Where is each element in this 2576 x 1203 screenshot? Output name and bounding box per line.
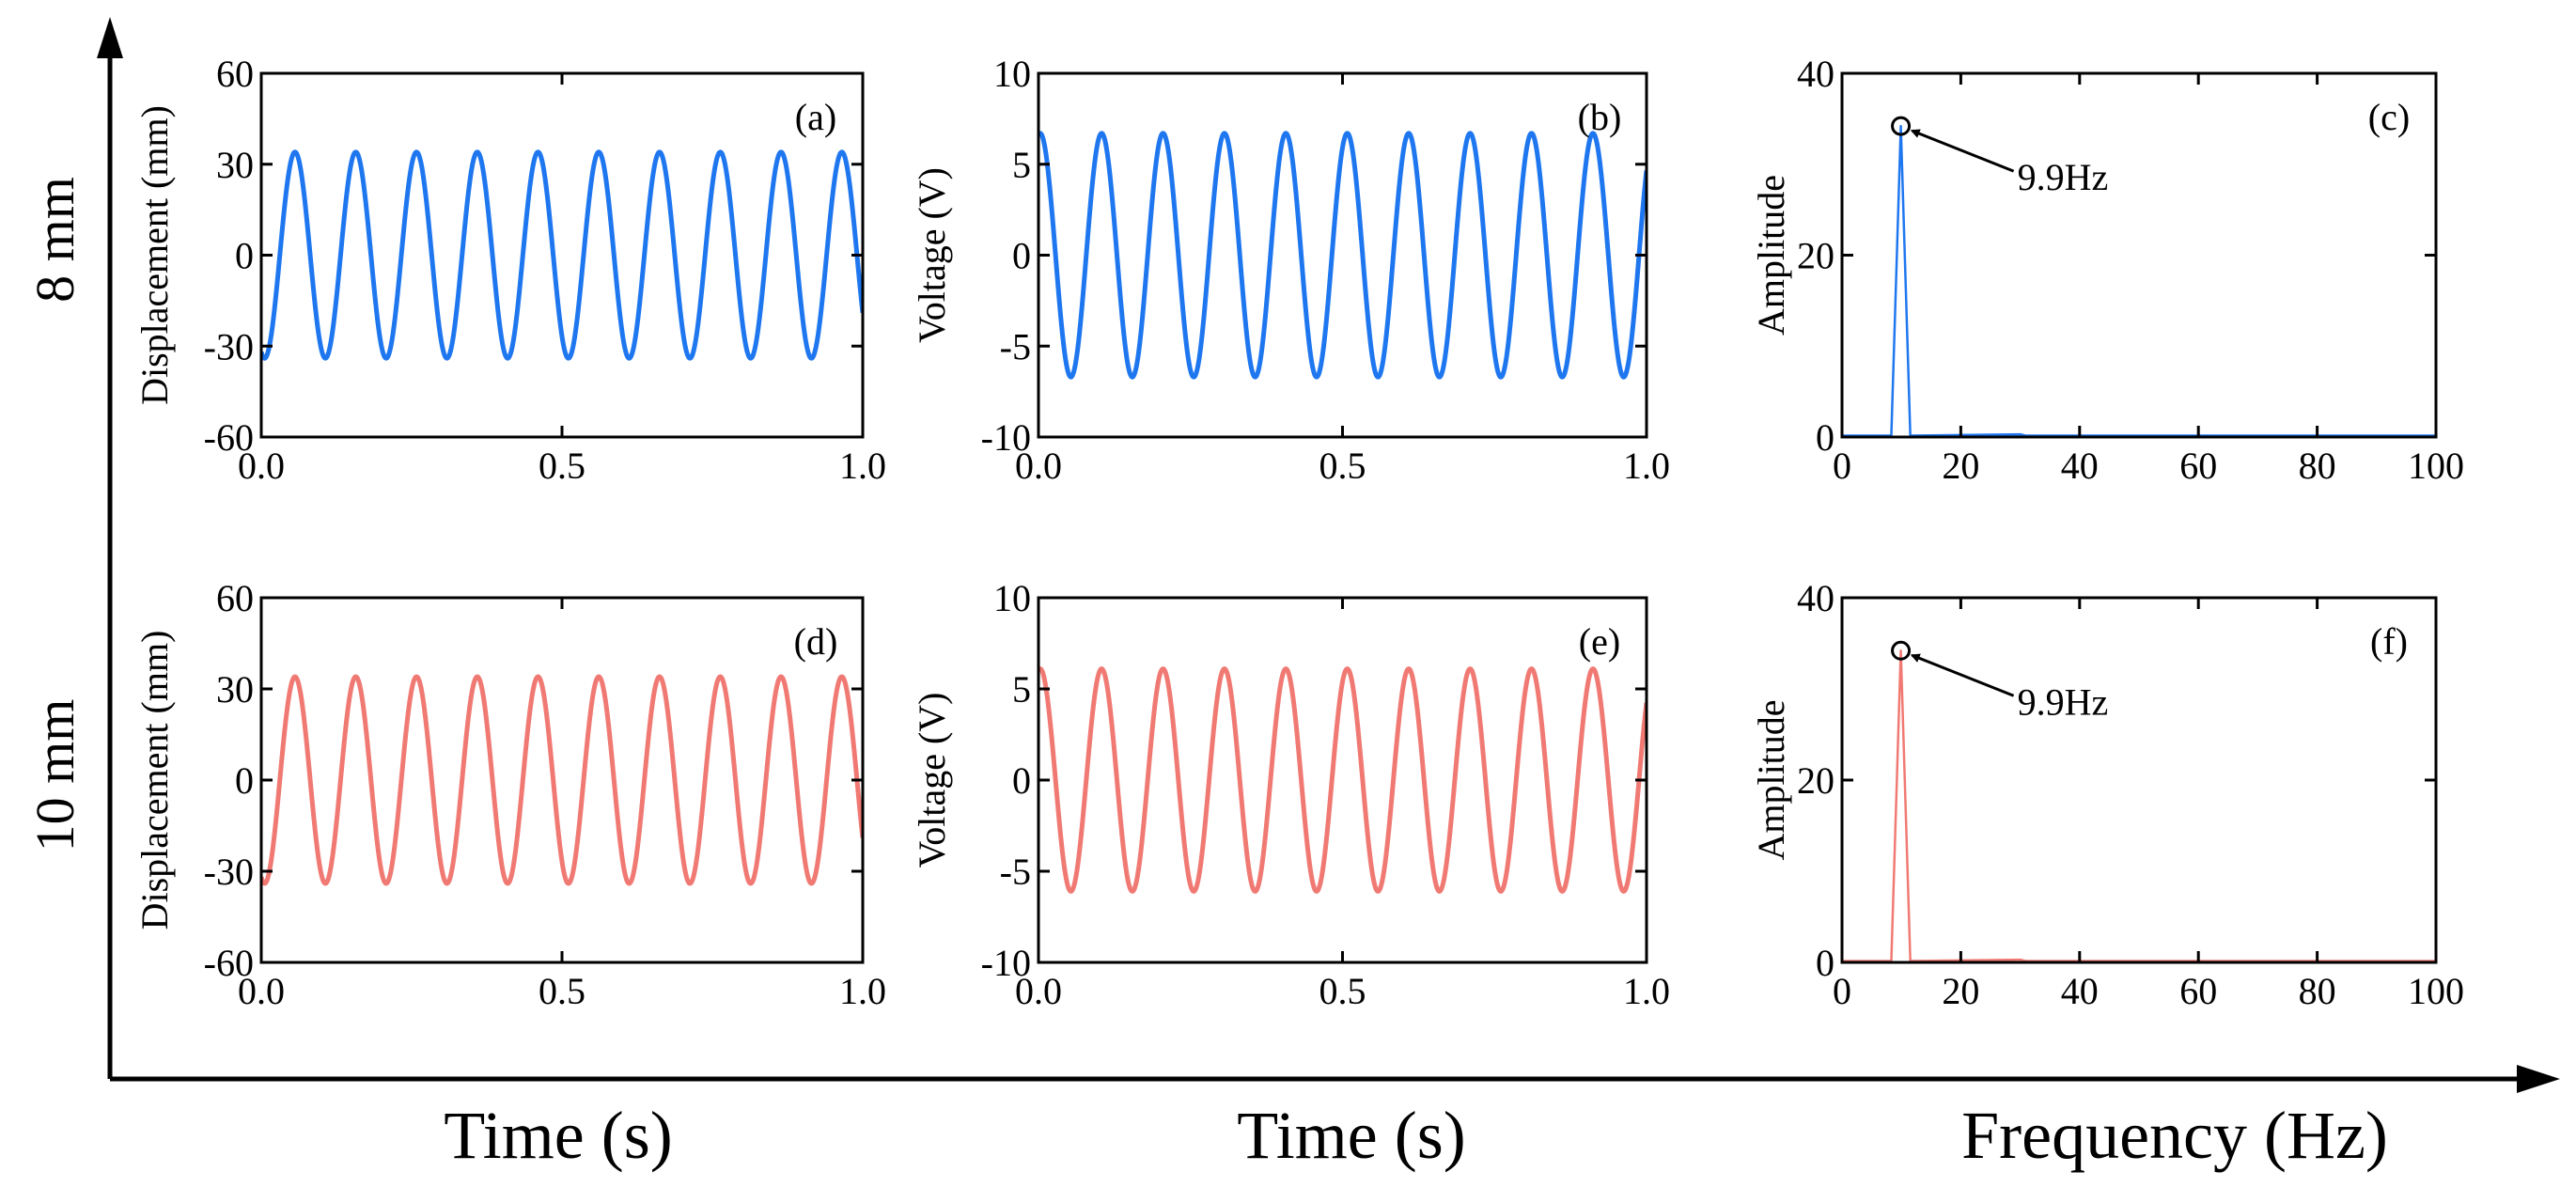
plot-frame	[1840, 71, 2438, 439]
x-title-time-2: Time (s)	[1237, 1098, 1465, 1173]
y-tick-label: 0	[235, 235, 254, 277]
y-tick-label: -5	[1000, 325, 1031, 367]
y-axis-title: Voltage (V)	[911, 167, 953, 343]
y-tick-label: 30	[216, 668, 254, 711]
panels: 0.0 0.5 1.0 60 30 0 -30 -60 Displacement (mm) (a)…	[133, 53, 2464, 1012]
annotation-label: 9.9Hz	[2018, 156, 2109, 198]
y-tick-label: 60	[216, 577, 254, 619]
panel-label: (d)	[794, 620, 838, 663]
panel-label: (b)	[1578, 96, 1622, 138]
y-axis-title: Amplitude	[1750, 699, 1792, 860]
outer-axes: 8 mm 10 mm Time (s) Time (s) Frequency (…	[24, 17, 2560, 1173]
peak-marker	[1891, 640, 1912, 661]
signal-line	[261, 149, 863, 361]
row-title-10mm: 10 mm	[24, 699, 86, 852]
x-tick-label: 0.0	[1015, 970, 1062, 1012]
y-tick-label: 0	[1816, 416, 1834, 459]
annotation-arrow	[1910, 129, 2015, 173]
panel-label: (f)	[2370, 620, 2408, 663]
x-title-time-1: Time (s)	[444, 1098, 672, 1173]
x-tick-label: 0.5	[539, 445, 585, 487]
x-tick-label: 20	[1942, 445, 1979, 487]
y-tick-label: 0	[1012, 759, 1031, 802]
y-tick-label: -30	[204, 851, 254, 893]
y-tick-label: 20	[1797, 235, 1834, 277]
x-tick-label: 0.0	[238, 445, 285, 487]
plot-frame	[259, 71, 865, 439]
x-tick-label: 20	[1942, 970, 1979, 1012]
y-axis-title: Displacement (mm)	[133, 631, 176, 930]
y-axis-title: Displacement (mm)	[133, 105, 176, 405]
panel-b: 0.0 0.5 1.0 10 5 0 -5 -10 Voltage (V) (b)	[911, 53, 1670, 487]
y-tick-label: -60	[204, 942, 254, 984]
y-axis-title: Amplitude	[1750, 175, 1792, 336]
y-tick-label: -5	[1000, 851, 1031, 893]
x-tick-label: 60	[2179, 970, 2217, 1012]
x-tick-label: 1.0	[1623, 445, 1670, 487]
y-tick-label: -60	[204, 416, 254, 459]
spectrum-line	[1842, 124, 2436, 437]
x-tick-label: 100	[2408, 445, 2464, 487]
x-tick-label: 0.0	[1015, 445, 1062, 487]
panel-d: 0.0 0.5 1.0 60 30 0 -30 -60 Displacement (mm) (d)	[133, 577, 886, 1012]
panel-label: (e)	[1579, 620, 1620, 663]
signal-line	[261, 674, 863, 886]
x-tick-label: 60	[2179, 445, 2217, 487]
y-tick-label: 5	[1012, 144, 1031, 186]
plot-frame	[1037, 596, 1648, 964]
peak-marker	[1891, 116, 1912, 136]
y-tick-label: 10	[993, 577, 1031, 619]
signal-line	[1038, 131, 1647, 380]
annotation-arrow	[1910, 653, 2015, 697]
y-tick-label: 60	[216, 53, 254, 95]
y-tick-label: -30	[204, 325, 254, 367]
plot-frame	[259, 596, 865, 964]
x-tick-label: 0.0	[238, 970, 285, 1012]
y-tick-label: 20	[1797, 759, 1834, 802]
signal-line	[1038, 665, 1647, 895]
outer-y-arrowhead	[97, 17, 123, 58]
panel-c: 0 20 40 60 80 100 40 20 0 Amplitude (c) 9.9Hz	[1750, 53, 2464, 487]
x-tick-label: 0	[1833, 445, 1851, 487]
y-tick-label: -10	[981, 942, 1031, 984]
y-tick-label: -10	[981, 416, 1031, 459]
x-tick-label: 0.5	[1319, 970, 1366, 1012]
y-axis-title: Voltage (V)	[911, 693, 953, 868]
x-title-frequency: Frequency (Hz)	[1961, 1098, 2388, 1173]
panel-e: 0.0 0.5 1.0 10 5 0 -5 -10 Voltage (V) (e)	[911, 577, 1670, 1012]
panel-a: 0.0 0.5 1.0 60 30 0 -30 -60 Displacement (mm) (a)	[133, 53, 886, 487]
x-tick-label: 0.5	[539, 970, 585, 1012]
plot-frame	[1037, 71, 1648, 439]
annotation-label: 9.9Hz	[2018, 680, 2109, 723]
plot-frame	[1840, 596, 2438, 964]
row-title-8mm: 8 mm	[24, 177, 86, 303]
y-tick-label: 10	[993, 53, 1031, 95]
spectrum-line	[1842, 649, 2436, 962]
x-tick-label: 40	[2061, 445, 2099, 487]
y-tick-label: 40	[1797, 53, 1834, 95]
panel-label: (a)	[795, 96, 836, 138]
y-tick-label: 30	[216, 144, 254, 186]
outer-x-arrowhead	[2517, 1065, 2560, 1093]
x-tick-label: 1.0	[1623, 970, 1670, 1012]
y-tick-label: 0	[235, 759, 254, 802]
y-tick-label: 40	[1797, 577, 1834, 619]
y-tick-label: 5	[1012, 668, 1031, 711]
x-tick-label: 0.5	[1319, 445, 1366, 487]
x-tick-label: 40	[2061, 970, 2099, 1012]
x-tick-label: 80	[2299, 970, 2336, 1012]
x-tick-label: 80	[2299, 445, 2336, 487]
x-tick-label: 0	[1833, 970, 1851, 1012]
y-tick-label: 0	[1816, 942, 1834, 984]
y-tick-label: 0	[1012, 235, 1031, 277]
x-tick-label: 1.0	[839, 970, 886, 1012]
panel-f: 0 20 40 60 80 100 40 20 0 Amplitude (f) 9.9Hz	[1750, 577, 2464, 1012]
panel-label: (c)	[2368, 96, 2410, 138]
x-tick-label: 100	[2408, 970, 2464, 1012]
x-tick-label: 1.0	[839, 445, 886, 487]
